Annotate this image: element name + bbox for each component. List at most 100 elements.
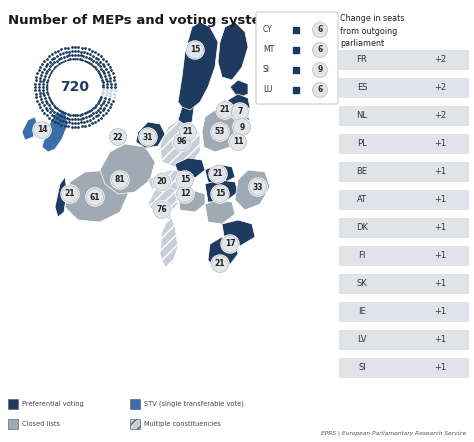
Polygon shape bbox=[228, 94, 250, 114]
Text: +1: +1 bbox=[434, 363, 446, 373]
Circle shape bbox=[211, 255, 228, 273]
Circle shape bbox=[229, 133, 246, 150]
Text: +1: +1 bbox=[434, 140, 446, 149]
Text: 20: 20 bbox=[157, 178, 167, 187]
Circle shape bbox=[173, 133, 191, 151]
Text: Closed lists: Closed lists bbox=[22, 421, 60, 427]
Text: DK: DK bbox=[356, 224, 368, 232]
FancyBboxPatch shape bbox=[339, 330, 469, 350]
FancyBboxPatch shape bbox=[339, 50, 469, 70]
Polygon shape bbox=[202, 110, 240, 152]
Circle shape bbox=[153, 201, 171, 219]
FancyBboxPatch shape bbox=[339, 302, 469, 322]
Text: +1: +1 bbox=[434, 168, 446, 176]
Text: ES: ES bbox=[357, 84, 367, 92]
Text: Preferential voting: Preferential voting bbox=[22, 401, 84, 407]
Polygon shape bbox=[230, 80, 248, 98]
Text: CY: CY bbox=[263, 26, 273, 34]
Text: 81: 81 bbox=[115, 175, 125, 184]
Circle shape bbox=[209, 165, 227, 183]
Text: +1: +1 bbox=[434, 335, 446, 344]
Polygon shape bbox=[42, 112, 68, 152]
Text: 21: 21 bbox=[183, 127, 193, 137]
Text: 6: 6 bbox=[318, 85, 323, 95]
Text: STV (single transferable vote): STV (single transferable vote) bbox=[144, 401, 244, 407]
Circle shape bbox=[109, 129, 127, 145]
Bar bbox=[130, 419, 140, 429]
Circle shape bbox=[249, 178, 267, 196]
Circle shape bbox=[139, 128, 157, 146]
Circle shape bbox=[211, 255, 229, 273]
FancyBboxPatch shape bbox=[256, 12, 338, 104]
Polygon shape bbox=[225, 112, 250, 130]
Circle shape bbox=[216, 101, 234, 119]
Polygon shape bbox=[55, 177, 67, 217]
FancyBboxPatch shape bbox=[339, 274, 469, 294]
Polygon shape bbox=[65, 170, 128, 222]
Polygon shape bbox=[205, 200, 235, 224]
Text: 9: 9 bbox=[239, 122, 245, 132]
FancyBboxPatch shape bbox=[339, 162, 469, 182]
Polygon shape bbox=[178, 190, 205, 212]
Text: 15: 15 bbox=[190, 46, 200, 54]
Text: SI: SI bbox=[358, 363, 366, 373]
Text: +1: +1 bbox=[434, 251, 446, 260]
Text: +1: +1 bbox=[434, 224, 446, 232]
Circle shape bbox=[186, 41, 204, 59]
Circle shape bbox=[176, 171, 193, 188]
Circle shape bbox=[312, 42, 328, 57]
Text: PL: PL bbox=[357, 140, 367, 149]
FancyBboxPatch shape bbox=[339, 134, 469, 154]
Circle shape bbox=[139, 129, 156, 145]
Text: Multiple constituencies: Multiple constituencies bbox=[144, 421, 221, 427]
Circle shape bbox=[211, 123, 229, 141]
Text: 33: 33 bbox=[253, 183, 263, 191]
Text: 21: 21 bbox=[220, 106, 230, 114]
Text: MT: MT bbox=[263, 46, 274, 54]
Circle shape bbox=[62, 186, 79, 202]
Polygon shape bbox=[205, 164, 235, 184]
Circle shape bbox=[211, 185, 229, 203]
Text: 6: 6 bbox=[318, 46, 323, 54]
Text: EPRS | European Parliamentary Research Service: EPRS | European Parliamentary Research S… bbox=[321, 431, 466, 436]
Circle shape bbox=[211, 123, 228, 141]
Polygon shape bbox=[208, 237, 238, 269]
Circle shape bbox=[86, 188, 103, 206]
Polygon shape bbox=[148, 174, 160, 190]
Polygon shape bbox=[205, 180, 238, 202]
Circle shape bbox=[109, 128, 127, 146]
Text: FR: FR bbox=[356, 56, 367, 65]
Text: 6: 6 bbox=[318, 26, 323, 34]
Text: 12: 12 bbox=[180, 190, 190, 198]
Circle shape bbox=[221, 235, 239, 253]
Text: 17: 17 bbox=[225, 240, 235, 248]
FancyBboxPatch shape bbox=[339, 218, 469, 238]
Circle shape bbox=[234, 118, 250, 136]
Polygon shape bbox=[160, 120, 200, 167]
Text: 21: 21 bbox=[215, 259, 225, 268]
Circle shape bbox=[176, 171, 194, 189]
FancyBboxPatch shape bbox=[339, 106, 469, 126]
Text: AT: AT bbox=[357, 195, 367, 205]
Polygon shape bbox=[175, 158, 205, 179]
Circle shape bbox=[312, 23, 328, 38]
Polygon shape bbox=[160, 214, 178, 267]
Text: +1: +1 bbox=[434, 195, 446, 205]
Text: Change in seats
from outgoing
parliament: Change in seats from outgoing parliament bbox=[340, 14, 404, 48]
Text: 7: 7 bbox=[237, 107, 243, 117]
Text: 15: 15 bbox=[215, 190, 225, 198]
Bar bbox=[8, 419, 18, 429]
Text: +2: +2 bbox=[434, 56, 446, 65]
Text: 11: 11 bbox=[233, 137, 243, 146]
Circle shape bbox=[312, 62, 328, 77]
Text: 15: 15 bbox=[180, 175, 190, 184]
Text: 14: 14 bbox=[37, 126, 47, 134]
Circle shape bbox=[154, 174, 171, 191]
Text: IE: IE bbox=[358, 308, 366, 316]
Circle shape bbox=[186, 42, 203, 58]
Text: LU: LU bbox=[263, 85, 273, 95]
Circle shape bbox=[210, 165, 227, 183]
Text: SK: SK bbox=[356, 279, 367, 289]
Circle shape bbox=[229, 133, 247, 151]
Polygon shape bbox=[158, 170, 195, 192]
